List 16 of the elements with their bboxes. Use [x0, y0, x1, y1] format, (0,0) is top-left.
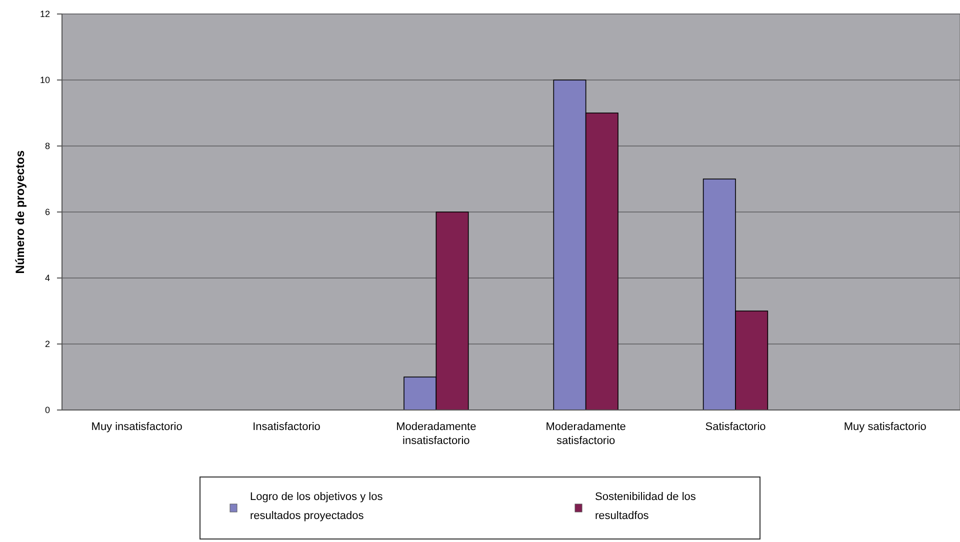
x-tick-label: Insatisfactorio	[252, 421, 320, 433]
x-tick-label: Moderadamente satisfactorio	[546, 421, 626, 447]
y-tick-label: 6	[44, 207, 50, 218]
y-axis-title: Número de proyectos	[13, 150, 27, 274]
legend-label: Sostenibilidad de los resultadfos	[595, 491, 696, 522]
x-tick-label: Muy satisfactorio	[844, 421, 926, 433]
y-tick-label: 0	[44, 405, 50, 416]
y-tick-label: 4	[44, 273, 50, 284]
x-tick-label: Satisfactorio	[705, 421, 766, 433]
x-tick-label: Muy insatisfactorio	[91, 421, 182, 433]
y-tick-label: 10	[40, 75, 50, 86]
x-tick-label: Moderadamente insatisfactorio	[396, 421, 476, 447]
legend-label: Logro de los objetivos y los resultados proyectados	[250, 491, 384, 522]
y-tick-label: 8	[44, 141, 50, 152]
y-tick-label: 12	[40, 9, 50, 20]
y-tick-label: 2	[44, 339, 50, 350]
